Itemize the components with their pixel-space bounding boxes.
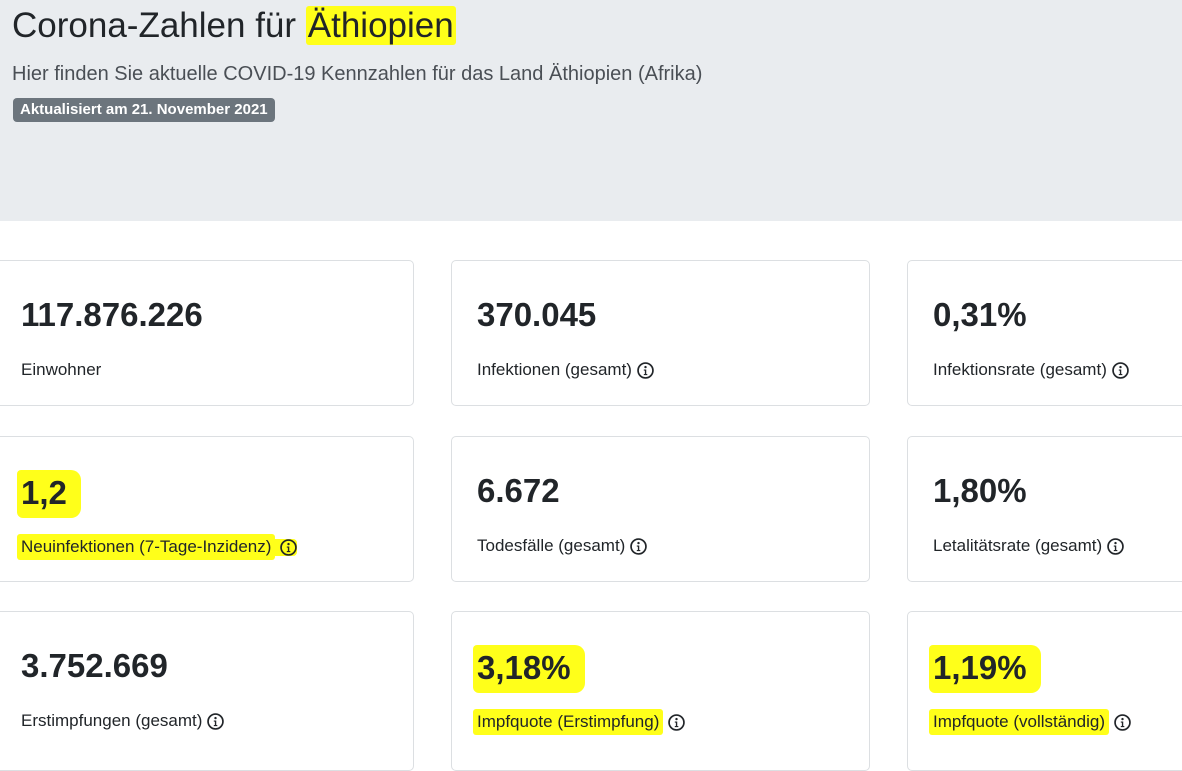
stat-label-text: Impfquote (vollständig): [929, 709, 1109, 735]
stat-card-neuinfektionen: 1,2 Neuinfektionen (7-Tage-Inzidenz): [0, 436, 414, 582]
stat-label-text: Erstimpfungen (gesamt): [21, 711, 203, 730]
page-subtitle: Hier finden Sie aktuelle COVID-19 Kennza…: [12, 63, 703, 85]
stat-label: Infektionen (gesamt): [477, 358, 654, 382]
stat-label-text: Todesfälle (gesamt): [477, 536, 626, 555]
info-icon[interactable]: [1107, 537, 1124, 555]
stat-value: 1,2: [17, 470, 81, 518]
stat-label-text: Letalitätsrate (gesamt): [933, 536, 1103, 555]
stat-value: 370.045: [477, 296, 597, 333]
info-icon[interactable]: [1112, 361, 1129, 379]
info-icon[interactable]: [630, 537, 648, 555]
stat-value: 6.672: [477, 472, 560, 509]
stat-label-text: Einwohner: [21, 360, 102, 379]
stat-value: 3,18%: [473, 645, 585, 693]
stat-label: Erstimpfungen (gesamt): [21, 709, 225, 733]
stat-label-text: Infektionen (gesamt): [477, 360, 632, 379]
stat-label: Letalitätsrate (gesamt): [933, 534, 1124, 558]
stat-card-letalitaetsrate: 1,80% Letalitätsrate (gesamt): [907, 436, 1182, 582]
page-title-country: Äthiopien: [305, 6, 456, 45]
stat-label-text: Neuinfektionen (7-Tage-Inzidenz): [17, 534, 276, 560]
hero-header: Corona-Zahlen für Äthiopien Hier finden …: [0, 0, 1182, 221]
stat-card-einwohner: 117.876.226 Einwohner: [0, 260, 414, 406]
stat-card-erstimpfungen: 3.752.669 Erstimpfungen (gesamt): [0, 611, 414, 771]
stat-label: Einwohner: [21, 358, 101, 382]
stat-label: Impfquote (Erstimpfung): [473, 709, 686, 735]
info-icon[interactable]: [637, 361, 654, 379]
stat-label: Neuinfektionen (7-Tage-Inzidenz): [17, 534, 298, 560]
info-icon[interactable]: [668, 713, 686, 731]
page-title-prefix: Corona-Zahlen für: [12, 6, 306, 45]
stat-card-impfquote-erstimpfung: 3,18% Impfquote (Erstimpfung): [451, 611, 870, 771]
stat-value: 1,19%: [929, 645, 1041, 693]
stat-card-todesfaelle: 6.672 Todesfälle (gesamt): [451, 436, 870, 582]
stat-card-infektionen: 370.045 Infektionen (gesamt): [451, 260, 870, 406]
stat-label: Infektionsrate (gesamt): [933, 358, 1129, 382]
stat-label-text: Infektionsrate (gesamt): [933, 360, 1107, 379]
stat-card-infektionsrate: 0,31% Infektionsrate (gesamt): [907, 260, 1182, 406]
stat-value: 1,80%: [933, 472, 1027, 509]
info-icon[interactable]: [275, 538, 298, 556]
stat-value: 0,31%: [933, 296, 1027, 333]
page-title: Corona-Zahlen für Äthiopien: [12, 4, 456, 48]
stat-label: Impfquote (vollständig): [929, 709, 1131, 735]
updated-badge: Aktualisiert am 21. November 2021: [13, 98, 275, 122]
info-icon[interactable]: [207, 712, 225, 730]
info-icon[interactable]: [1114, 713, 1131, 731]
stat-value: 117.876.226: [21, 296, 203, 333]
stat-label: Todesfälle (gesamt): [477, 534, 648, 558]
stat-value: 3.752.669: [21, 647, 168, 684]
stat-label-text: Impfquote (Erstimpfung): [473, 709, 664, 735]
stat-card-impfquote-vollstaendig: 1,19% Impfquote (vollständig): [907, 611, 1182, 771]
